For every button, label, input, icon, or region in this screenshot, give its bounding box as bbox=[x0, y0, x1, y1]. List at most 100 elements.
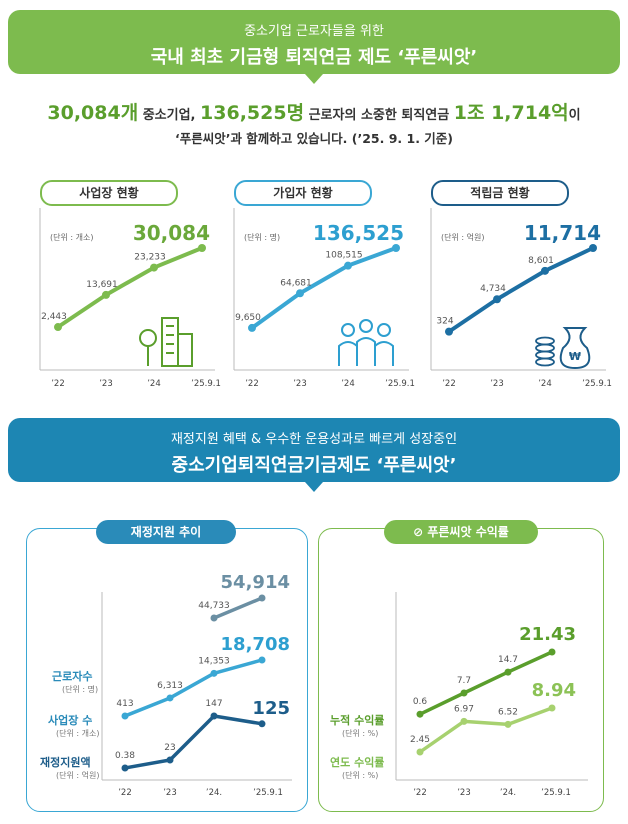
data-label-highlight: 21.43 bbox=[519, 624, 576, 645]
data-label: 4,734 bbox=[480, 284, 506, 294]
data-point bbox=[416, 748, 424, 756]
series-line bbox=[123, 658, 264, 718]
data-label: 14,353 bbox=[198, 656, 230, 666]
money-bag-icon bbox=[559, 327, 591, 370]
tick-label: ’24. bbox=[500, 788, 516, 798]
data-label-highlight: 18,708 bbox=[221, 634, 290, 655]
series-line bbox=[250, 246, 398, 330]
money-bag-icon bbox=[535, 343, 555, 353]
tick-label: ’25.9.1 bbox=[582, 379, 612, 389]
unit-support: (단위 : 억원) bbox=[56, 771, 100, 780]
series-line bbox=[123, 714, 264, 770]
section2-notch bbox=[305, 482, 323, 492]
data-point bbox=[504, 720, 512, 728]
pill-fund: 적립금 현황 bbox=[431, 180, 569, 206]
data-label: 6,313 bbox=[157, 681, 183, 691]
summary-companies: 30,084개 bbox=[47, 102, 139, 124]
tick-label: ’23 bbox=[99, 379, 113, 389]
data-point bbox=[198, 244, 206, 252]
people-icon bbox=[356, 337, 376, 366]
summary-workers-text: 근로자의 소중한 퇴직연금 bbox=[308, 108, 450, 123]
data-label: 2.45 bbox=[410, 735, 430, 745]
data-point bbox=[460, 689, 468, 697]
label-workers: 근로자수 bbox=[52, 670, 93, 683]
people-icon bbox=[374, 341, 394, 366]
unit-label: (단위 : 개소) bbox=[50, 232, 93, 242]
data-label: 2,443 bbox=[41, 312, 67, 322]
data-label: 23,233 bbox=[134, 253, 166, 263]
summary-fund-suffix: 이 bbox=[568, 108, 581, 123]
label-cumulative: 누적 수익률 bbox=[330, 714, 385, 727]
summary-fund: 1조 1,714억 bbox=[453, 102, 569, 124]
section2-title: 중소기업퇴직연금기금제도 ‘푸른씨앗’ bbox=[171, 455, 457, 476]
top-banner-notch bbox=[305, 74, 323, 84]
people-icon bbox=[338, 341, 358, 366]
data-point bbox=[548, 704, 556, 712]
data-point bbox=[121, 764, 129, 772]
tick-label: ’24 bbox=[341, 379, 355, 389]
data-point bbox=[548, 648, 556, 656]
highlight-value: 11,714 bbox=[524, 221, 601, 245]
section2-banner: 재정지원 혜택 & 우수한 운용성과로 빠르게 성장중인 중소기업퇴직연금기금제… bbox=[8, 418, 620, 482]
tick-label: ’24. bbox=[206, 788, 222, 798]
label-support: 재정지원액 bbox=[40, 756, 91, 769]
tick-label: ’25.9.1 bbox=[253, 788, 283, 798]
unit-annual: (단위 : %) bbox=[342, 771, 379, 780]
tick-label: ’23 bbox=[163, 788, 177, 798]
data-point bbox=[248, 323, 256, 332]
tick-label: ’22 bbox=[118, 788, 132, 798]
data-label: 8,601 bbox=[528, 256, 554, 266]
tick-label: ’25.9.1 bbox=[191, 379, 221, 389]
data-label: 324 bbox=[436, 317, 453, 327]
label-companies: 사업장 수 bbox=[48, 714, 93, 727]
data-point bbox=[344, 261, 352, 270]
unit-cumulative: (단위 : %) bbox=[342, 729, 379, 738]
section2-subtitle: 재정지원 혜택 & 우수한 운용성과로 빠르게 성장중인 bbox=[170, 432, 458, 447]
data-label: 108,515 bbox=[325, 251, 362, 261]
data-label: 23 bbox=[164, 743, 175, 753]
unit-label: (단위 : 억원) bbox=[441, 232, 484, 242]
data-point bbox=[166, 756, 174, 764]
data-point bbox=[102, 290, 110, 299]
series-line bbox=[418, 706, 554, 754]
data-point bbox=[210, 614, 218, 622]
highlight-value: 136,525 bbox=[313, 221, 404, 245]
money-bag-icon: ₩ bbox=[569, 350, 581, 363]
data-point bbox=[150, 263, 158, 272]
tick-label: ’25.9.1 bbox=[541, 788, 571, 798]
data-label: 0.38 bbox=[115, 751, 135, 761]
tick-label: ’24 bbox=[147, 379, 161, 389]
series-line bbox=[418, 650, 554, 716]
data-point bbox=[504, 668, 512, 676]
people-icon bbox=[377, 323, 391, 337]
data-point bbox=[445, 327, 453, 336]
top-banner-title: 국내 최초 기금형 퇴직연금 제도 ‘푸른씨앗’ bbox=[150, 47, 478, 68]
data-label: 44,733 bbox=[198, 601, 230, 611]
data-point bbox=[121, 712, 129, 720]
summary-line-1: 30,084개 중소기업, 136,525명 근로자의 소중한 퇴직연금 1조 … bbox=[0, 98, 628, 125]
data-point bbox=[166, 694, 174, 702]
data-label: 0.6 bbox=[413, 697, 428, 707]
data-point bbox=[54, 323, 62, 332]
label-annual: 연도 수익률 bbox=[330, 756, 385, 769]
series-line bbox=[212, 596, 264, 620]
top-banner: 중소기업 근로자들을 위한 국내 최초 기금형 퇴직연금 제도 ‘푸른씨앗’ bbox=[8, 10, 620, 74]
data-point bbox=[589, 244, 597, 252]
pill-workplace: 사업장 현황 bbox=[40, 180, 178, 206]
people-icon bbox=[341, 323, 355, 337]
tick-label: ’22 bbox=[51, 379, 65, 389]
top-banner-subtitle: 중소기업 근로자들을 위한 bbox=[244, 24, 384, 39]
people-icon bbox=[359, 319, 373, 333]
summary-companies-text: 중소기업, bbox=[142, 108, 196, 123]
tick-label: ’22 bbox=[442, 379, 456, 389]
data-point bbox=[460, 717, 468, 725]
data-point bbox=[541, 266, 549, 275]
tick-label: ’22 bbox=[413, 788, 427, 798]
data-point bbox=[210, 712, 218, 720]
tick-label: ’25.9.1 bbox=[385, 379, 415, 389]
data-label: 6.97 bbox=[454, 704, 474, 714]
highlight-value: 30,084 bbox=[133, 221, 210, 245]
data-label: 6.52 bbox=[498, 707, 518, 717]
data-point bbox=[296, 289, 304, 298]
unit-companies: (단위 : 개소) bbox=[56, 729, 100, 738]
